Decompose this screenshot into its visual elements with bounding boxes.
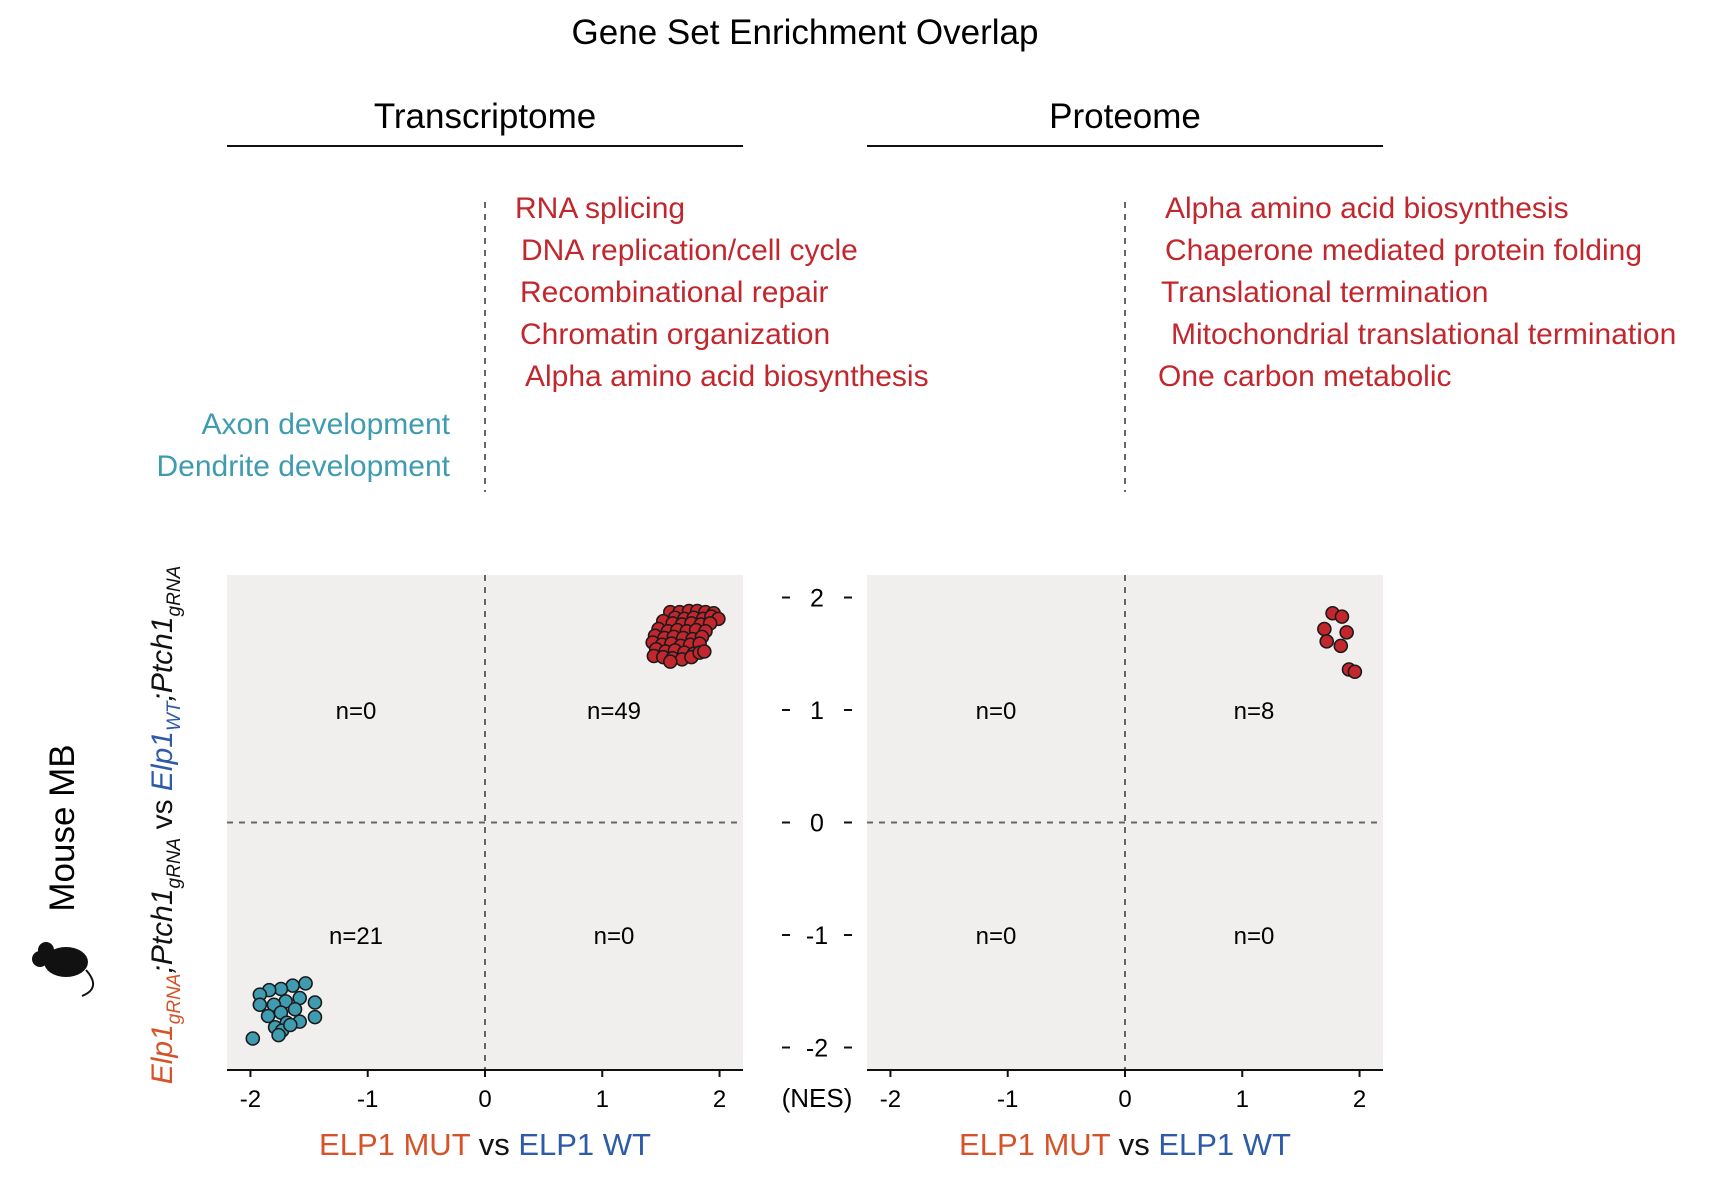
data-point: [252, 997, 268, 1013]
nes-label: (NES): [782, 1083, 853, 1113]
y-label-wt-ptch-sub: gRNA: [164, 566, 185, 617]
y-tick-label: 2: [810, 585, 824, 613]
transcriptome-header: Transcriptome: [374, 97, 596, 136]
x-label-vs: vs: [470, 1127, 518, 1162]
x-label-mut: ELP1 MUT: [319, 1127, 471, 1162]
y-label-mut-ptch-sub: gRNA: [164, 838, 185, 889]
proteome-up-terms: Alpha amino acid biosynthesis Chaperone …: [1158, 188, 1676, 398]
term-item: DNA replication/cell cycle: [521, 234, 858, 267]
term-item: Dendrite development: [156, 450, 450, 483]
term-item: Chaperone mediated protein folding: [1165, 234, 1642, 267]
x-tick-label: -2: [240, 1086, 261, 1113]
x-tick-label: 1: [1236, 1086, 1249, 1113]
data-point: [287, 1001, 303, 1017]
data-point: [1334, 609, 1350, 624]
data-point: [662, 654, 678, 669]
row-label-text: Mouse MB: [43, 744, 82, 911]
quadrant-count-top-left: n=0: [336, 698, 377, 725]
x-label-wt: ELP1 WT: [518, 1127, 651, 1162]
data-point: [307, 1009, 323, 1025]
y-label-vs: vs: [146, 791, 179, 838]
data-point: [260, 1008, 276, 1024]
quadrant-count-top-left: n=0: [976, 698, 1017, 725]
data-point: [696, 644, 712, 659]
term-item: Alpha amino acid biosynthesis: [525, 360, 929, 393]
data-point: [1333, 638, 1349, 654]
y-tick-label: 1: [810, 697, 824, 725]
y-label-wt-gene: Elp1: [146, 731, 179, 791]
term-item: Mitochondrial translational termination: [1171, 318, 1677, 351]
y-tick-label: -2: [806, 1035, 828, 1063]
x-tick-label: -1: [357, 1086, 378, 1113]
proteome-scatter-panel: -2 -1 0 1 2 n=0 n=8 n=0 n=0: [867, 575, 1383, 1113]
proteome-x-axis-label: ELP1 MUT vs ELP1 WT: [959, 1127, 1291, 1162]
y-axis-label: Elp1gRNA;Ptch1gRNA vs Elp1WT;Ptch1gRNA: [146, 566, 185, 1085]
x-label-vs: vs: [1110, 1127, 1158, 1162]
quadrant-count-bottom-left: n=0: [976, 923, 1017, 950]
x-tick-label: -1: [997, 1086, 1018, 1113]
transcriptome-scatter-panel: -2 -1 0 1 2 n=0 n=49 n=21 n=0: [227, 575, 743, 1113]
x-label-wt: ELP1 WT: [1158, 1127, 1291, 1162]
data-point: [298, 976, 313, 991]
x-tick-label: 0: [478, 1086, 491, 1113]
y-label-mut-ptch: ;Ptch1: [146, 888, 179, 973]
quadrant-count-bottom-right: n=0: [1234, 923, 1275, 950]
transcriptome-x-axis-label: ELP1 MUT vs ELP1 WT: [319, 1127, 651, 1162]
data-point: [271, 1027, 286, 1043]
term-item: Axon development: [201, 408, 451, 441]
y-tick-label: -1: [806, 922, 828, 950]
data-point: [245, 1031, 261, 1046]
data-point: [1317, 621, 1332, 637]
y-tick-label: 0: [810, 810, 824, 838]
mouse-icon: [32, 942, 94, 997]
quadrant-count-bottom-left: n=21: [329, 923, 383, 950]
data-point: [1347, 664, 1363, 680]
term-item: RNA splicing: [515, 192, 686, 225]
x-tick-label: 1: [596, 1086, 609, 1113]
term-item: Alpha amino acid biosynthesis: [1165, 192, 1569, 225]
row-label: Mouse MB: [32, 744, 94, 997]
proteome-header: Proteome: [1049, 97, 1201, 136]
data-point: [1339, 625, 1354, 640]
term-item: One carbon metabolic: [1158, 360, 1452, 393]
term-item: Translational termination: [1161, 276, 1489, 309]
figure-title: Gene Set Enrichment Overlap: [572, 13, 1039, 52]
transcriptome-down-terms: Axon development Dendrite development: [100, 404, 450, 488]
transcriptome-up-terms: RNA splicing DNA replication/cell cycle …: [515, 188, 929, 398]
nes-y-axis: 2 1 0 -1 -2: [782, 585, 852, 1063]
y-label-mut-gene-sub: gRNA: [164, 974, 185, 1025]
x-tick-label: 2: [713, 1086, 726, 1113]
y-label-wt-gene-sub: WT: [164, 700, 185, 731]
quadrant-count-top-right: n=8: [1234, 698, 1275, 725]
x-label-mut: ELP1 MUT: [959, 1127, 1111, 1162]
quadrant-count-bottom-right: n=0: [594, 923, 635, 950]
term-item: Chromatin organization: [520, 318, 831, 351]
data-point: [307, 995, 323, 1010]
term-item: Recombinational repair: [520, 276, 829, 309]
x-tick-label: 0: [1118, 1086, 1131, 1113]
data-point: [283, 1017, 298, 1033]
data-point: [1319, 634, 1335, 649]
quadrant-count-top-right: n=49: [587, 698, 641, 725]
x-tick-label: -2: [880, 1086, 901, 1113]
y-label-wt-ptch: ;Ptch1: [146, 616, 179, 701]
y-label-mut-gene: Elp1: [146, 1024, 179, 1084]
x-tick-label: 2: [1353, 1086, 1366, 1113]
